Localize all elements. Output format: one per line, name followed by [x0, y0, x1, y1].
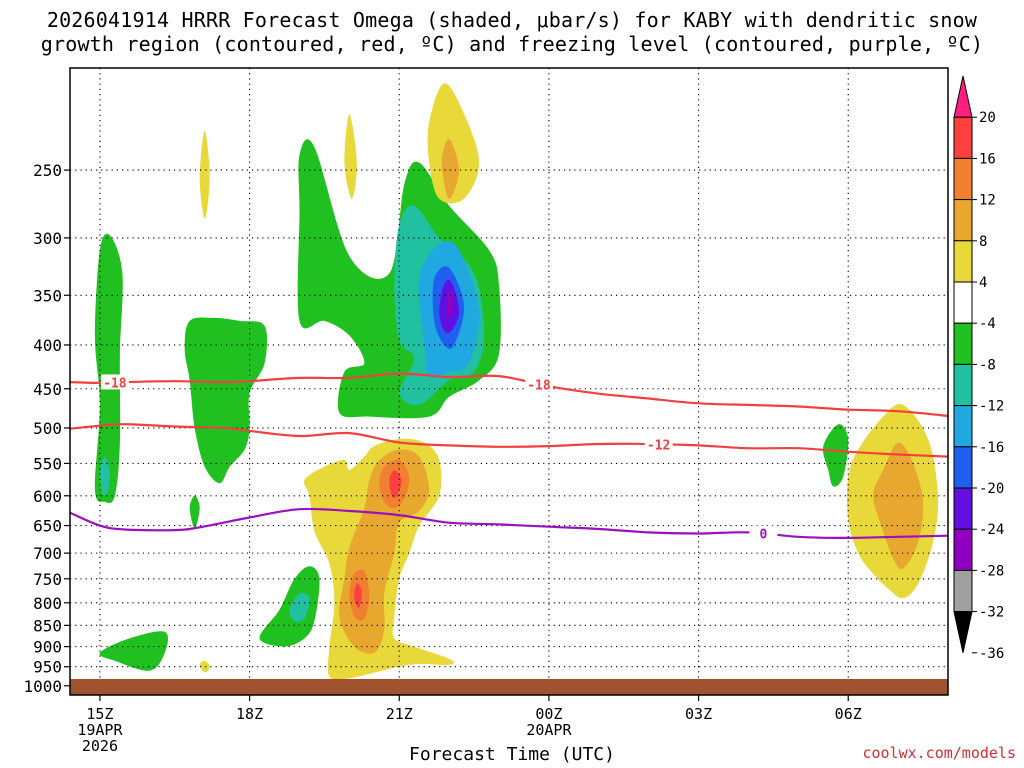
- title-line-2: growth region (contoured, red, ºC) and f…: [40, 32, 984, 56]
- omega-region-g-west-low: [99, 631, 169, 671]
- contour-label-bg-dgz-top-0: [100, 374, 129, 390]
- ytick-label-600: 600: [33, 487, 62, 506]
- omega-region-g-west-col: [94, 233, 123, 504]
- ytick-label-500: 500: [33, 419, 62, 438]
- colorbar-cell-6: [953, 322, 973, 365]
- xtick-label-03Z: 03Z: [685, 705, 712, 723]
- plot-frame: [69, 67, 949, 696]
- colorbar-label-2: 12: [979, 193, 996, 209]
- omega-region-v-upper: [446, 289, 455, 318]
- colorbar-label-5: -4: [979, 316, 996, 332]
- ytick-label-350: 350: [33, 286, 62, 305]
- ytick-label-700: 700: [33, 544, 62, 563]
- ytick-label-1000: 1000: [23, 677, 62, 696]
- colorbar-label-13: -36: [979, 646, 1004, 662]
- ytick-label-850: 850: [33, 616, 62, 635]
- ytick-label-300: 300: [33, 229, 62, 248]
- omega-region-g-1700-small: [189, 495, 200, 529]
- xtick-label-21Z: 21Z: [386, 705, 413, 723]
- ytick-label-550: 550: [33, 454, 62, 473]
- contour-label-freezing-level-0: 0: [760, 528, 768, 543]
- xtick-label-00Z: 00Z: [535, 705, 562, 723]
- contour-dgz-top: [70, 372, 948, 417]
- contour-label-dgz-top-1: -18: [527, 378, 551, 393]
- colorbar-cell-1: [953, 116, 973, 159]
- ytick-label-800: 800: [33, 594, 62, 613]
- chart-title: 2026041914 HRRR Forecast Omega (shaded, …: [0, 8, 1024, 56]
- omega-region-y-1700-low: [199, 660, 210, 673]
- colorbar-cell-9: [953, 446, 973, 489]
- title-line-1: 2026041914 HRRR Forecast Omega (shaded, …: [46, 8, 978, 32]
- contour-label-dgz-bottom-0: -12: [647, 438, 670, 453]
- colorbar-label-7: -12: [979, 399, 1004, 415]
- xtick-label-18Z: 18Z: [236, 705, 263, 723]
- omega-region-g-1900-low: [259, 566, 320, 647]
- colorbar-cell-3: [953, 199, 973, 242]
- xtick-date-00Z: 20APR: [526, 721, 572, 739]
- omega-region-t-west-col: [99, 456, 110, 496]
- contour-label-bg-dgz-top-1: [524, 376, 553, 392]
- omega-region-y-1700-top: [199, 130, 210, 219]
- ytick-label-250: 250: [33, 161, 62, 180]
- ground-bar: [70, 679, 948, 695]
- colorbar-label-11: -28: [979, 563, 1004, 579]
- omega-region-r-main-lower: [354, 583, 362, 608]
- omega-region-t-1900-low: [289, 592, 310, 622]
- colorbar-label-8: -16: [979, 440, 1004, 456]
- ytick-label-450: 450: [33, 380, 62, 399]
- colorbar-label-9: -20: [979, 481, 1004, 497]
- colorbar-cell-12: [953, 569, 973, 613]
- x-axis-label: Forecast Time (UTC): [409, 744, 615, 765]
- omega-region-y-top-2000: [344, 114, 357, 199]
- contour-label-bg-freezing-level-0: [749, 525, 778, 541]
- contour-freezing-level: [70, 507, 948, 540]
- omega-region-g-0500: [822, 424, 849, 487]
- credit-text: coolwx.com/models: [862, 744, 1016, 762]
- ytick-label-950: 950: [33, 658, 62, 677]
- colorbar-cell-11: [953, 528, 973, 571]
- colorbar-cell-bottom: [953, 611, 973, 653]
- ytick-label-400: 400: [33, 336, 62, 355]
- ytick-label-650: 650: [33, 517, 62, 536]
- colorbar-cell-4: [953, 240, 973, 283]
- omega-region-g-1730: [184, 317, 268, 484]
- colorbar-cell-8: [953, 405, 973, 448]
- xtick-date-15Z: 19APR: [77, 721, 123, 739]
- contour-dgz-bottom: [70, 423, 948, 458]
- xtick-year-15Z: 2026: [82, 737, 118, 755]
- colorbar-label-12: -32: [979, 605, 1004, 621]
- omega-region-o-top-2200: [441, 139, 460, 199]
- colorbar-cell-5: [953, 281, 973, 324]
- colorbar-cell-top: [953, 75, 973, 118]
- colorbar-label-6: -8: [979, 357, 996, 373]
- ytick-label-750: 750: [33, 570, 62, 589]
- contour-label-bg-dgz-bottom-0: [644, 436, 673, 452]
- contour-label-dgz-top-0: -18: [103, 376, 127, 391]
- colorbar-label-10: -24: [979, 522, 1004, 538]
- colorbar-label-4: 4: [979, 275, 987, 291]
- colorbar-label-3: 8: [979, 234, 987, 250]
- colorbar-cell-10: [953, 487, 973, 530]
- omega-region-r-main-upper: [389, 470, 402, 498]
- colorbar-cell-7: [953, 363, 973, 407]
- omega-region-y-top-2200: [427, 83, 480, 204]
- ytick-label-900: 900: [33, 638, 62, 657]
- xtick-label-15Z: 15Z: [86, 705, 113, 723]
- colorbar-cell-2: [953, 157, 973, 201]
- colorbar-label-0: 20: [979, 110, 996, 126]
- xtick-label-06Z: 06Z: [835, 705, 862, 723]
- colorbar-label-1: 16: [979, 151, 996, 167]
